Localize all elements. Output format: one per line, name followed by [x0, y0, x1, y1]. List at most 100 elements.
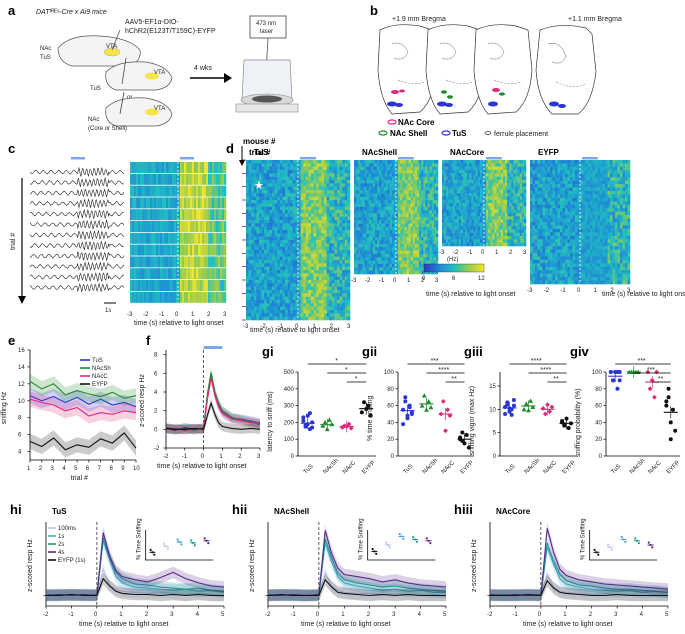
heat-cell [264, 313, 268, 317]
heat-cell [184, 185, 187, 197]
heat-cell [344, 236, 348, 241]
heat-cell [391, 233, 395, 238]
heat-cell [287, 276, 291, 281]
heat-cell [475, 176, 478, 181]
heat-cell [448, 166, 451, 171]
heat-cell [269, 250, 273, 254]
heat-cell [400, 180, 403, 184]
heat-cell [305, 200, 309, 204]
heat-cell [274, 316, 278, 321]
timeline-arrowhead [224, 73, 232, 83]
heat-cell [507, 242, 510, 247]
heat-cell [519, 199, 523, 204]
heat-cell [298, 220, 301, 224]
heat-cell [138, 244, 141, 256]
heat-cell [446, 160, 449, 164]
heat-cell [337, 290, 340, 294]
heat-cell [264, 193, 268, 197]
heat-cell [184, 197, 187, 209]
heat-cell [419, 163, 422, 168]
heat-cell [261, 293, 265, 297]
heat-cell [393, 263, 397, 268]
heat-cell [321, 166, 325, 171]
heat-cell [379, 263, 382, 268]
heat-cell [166, 162, 169, 173]
heat-cell [311, 316, 314, 321]
heat-cell [308, 223, 312, 227]
heat-cell [490, 173, 493, 177]
heat-cell [467, 169, 470, 174]
heat-cell [266, 193, 270, 197]
heat-cell [272, 223, 275, 227]
heat-cell [261, 250, 265, 254]
heat-cell [308, 246, 312, 251]
heat-cell [465, 212, 468, 217]
heat-cell [292, 296, 296, 301]
heat-cell [517, 239, 520, 243]
heat-cell [311, 230, 314, 234]
heat-cell [194, 162, 197, 173]
heat-cell [484, 179, 487, 184]
heat-cell [513, 176, 516, 181]
heat-cell [329, 280, 333, 284]
heat-cell [196, 221, 199, 232]
heat-cell [337, 306, 340, 311]
heat-cell [253, 296, 257, 301]
heat-cell [202, 162, 205, 173]
heat-cell [354, 180, 357, 184]
heat-cell [500, 189, 504, 194]
heat-cell [266, 190, 270, 194]
heat-cell [366, 166, 369, 171]
heat-cell [400, 210, 403, 214]
heat-cell [134, 256, 137, 268]
heat-cell [282, 313, 286, 317]
heat-cell [316, 190, 320, 194]
heat-cell [381, 213, 384, 218]
heat-cell [421, 223, 424, 228]
heat-cell [266, 200, 270, 204]
heat-cell [321, 240, 325, 244]
heat-cell [490, 206, 493, 210]
heat-cell [377, 183, 380, 188]
heat-cell [383, 257, 386, 261]
heat-cell [274, 190, 278, 194]
heat-cell [417, 240, 420, 245]
heat-cell [188, 173, 191, 185]
heat-cell [502, 203, 506, 207]
heat-cell [269, 243, 273, 247]
heat-cell [385, 190, 388, 194]
heat-cell [505, 206, 508, 210]
heat-cell [494, 176, 497, 181]
heat-cell [427, 180, 430, 184]
heat-cell [334, 253, 338, 257]
heat-cell [354, 213, 357, 218]
heat-cell [402, 206, 405, 211]
heat-cell [248, 310, 252, 314]
heat-cell [279, 260, 283, 264]
heat-cell [246, 200, 249, 204]
heat-cell [377, 223, 380, 228]
heat-cell [324, 256, 327, 261]
heat-cell [377, 176, 380, 181]
heat-cell [486, 236, 489, 240]
heat-cell [417, 250, 420, 255]
heat-cell [186, 232, 189, 244]
heat-cell [180, 232, 183, 244]
heat-cell [246, 220, 249, 224]
heat-cell [475, 199, 478, 204]
heat-cell [321, 270, 325, 274]
heat-cell [410, 193, 414, 198]
heat-cell [184, 280, 187, 291]
heat-cell [324, 213, 327, 217]
heat-cell [269, 290, 273, 294]
heat-cell [305, 296, 309, 301]
heat-cell [429, 173, 432, 178]
heat-cell [146, 162, 149, 173]
heat-cell [417, 206, 420, 211]
heat-cell [469, 203, 472, 207]
heat-cell [170, 209, 173, 221]
heat-cell [214, 280, 217, 291]
heat-cell [331, 230, 335, 234]
heat-cell [160, 197, 163, 209]
heat-cell [313, 260, 317, 264]
